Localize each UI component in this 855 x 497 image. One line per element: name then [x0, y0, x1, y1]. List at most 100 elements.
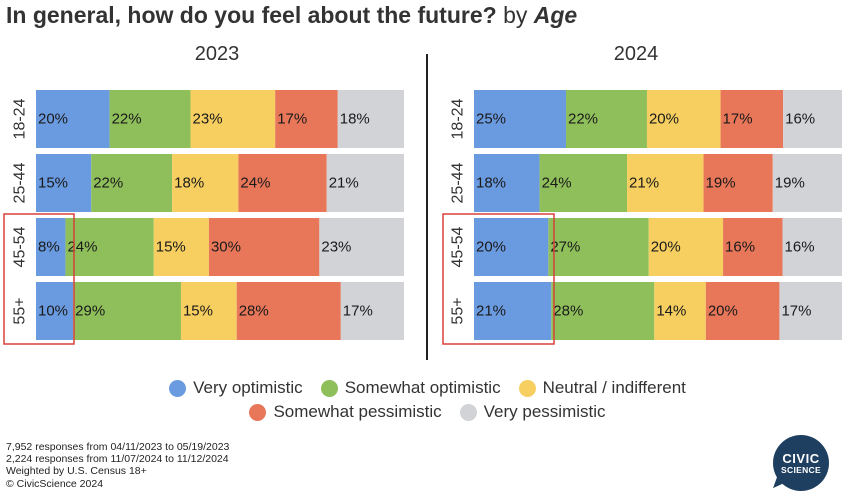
data-label-0-18-24-somewhat-optimistic: 22% — [112, 111, 142, 128]
data-label-0-25-44-somewhat-pessimistic: 24% — [240, 175, 270, 192]
data-label-1-18-24-neutral-indifferent: 20% — [649, 111, 679, 128]
footnote-responses-2023: 7,952 responses from 04/11/2023 to 05/19… — [6, 441, 230, 453]
legend-label-very-pessimistic: Very pessimistic — [483, 402, 606, 421]
bar-1-25-44-very-pessimistic — [772, 154, 842, 212]
data-label-0-18-24-very-pessimistic: 18% — [340, 111, 370, 128]
data-label-0-55-somewhat-pessimistic: 28% — [239, 303, 269, 320]
logo-line-2: SCIENCE — [781, 464, 821, 475]
data-label-1-55-very-pessimistic: 17% — [781, 303, 811, 320]
bar-0-55-very-pessimistic — [340, 282, 404, 340]
panel-title-2023: 2023 — [195, 43, 240, 65]
data-label-1-45-54-somewhat-pessimistic: 16% — [725, 239, 755, 256]
logo-line-1: CIVIC — [782, 450, 820, 466]
data-label-1-45-54-somewhat-optimistic: 27% — [550, 239, 580, 256]
bar-1-25-44-neutral-indifferent — [627, 154, 704, 212]
title-dimension: Age — [533, 2, 578, 28]
title-by: by — [503, 2, 528, 28]
data-label-1-45-54-very-optimistic: 20% — [476, 239, 506, 256]
bar-1-18-24-neutral-indifferent — [646, 90, 721, 148]
data-label-1-25-44-very-optimistic: 18% — [476, 175, 506, 192]
legend-item-somewhat-pessimistic: Somewhat pessimistic — [249, 402, 442, 422]
bar-0-45-54-very-optimistic — [36, 218, 66, 276]
legend-item-somewhat-optimistic: Somewhat optimistic — [320, 378, 501, 398]
bar-0-25-44-somewhat-pessimistic — [238, 154, 327, 212]
bar-0-55-somewhat-pessimistic — [236, 282, 341, 340]
legend-swatch-very-optimistic — [169, 379, 187, 397]
tick-label-0-18-24: 18-24 — [12, 98, 29, 139]
data-label-0-45-54-somewhat-pessimistic: 30% — [211, 239, 241, 256]
data-label-1-18-24-very-pessimistic: 16% — [785, 111, 815, 128]
legend-row-1: Very optimistic Somewhat optimistic Neut… — [0, 376, 855, 400]
bar-1-55-somewhat-optimistic — [551, 282, 655, 340]
legend-item-neutral: Neutral / indifferent — [518, 378, 686, 398]
bar-0-25-44-somewhat-optimistic — [91, 154, 173, 212]
bar-0-25-44-neutral-indifferent — [172, 154, 239, 212]
legend-swatch-somewhat-optimistic — [320, 379, 338, 397]
data-label-0-55-neutral-indifferent: 15% — [183, 303, 213, 320]
tick-label-0-45-54: 45-54 — [12, 226, 29, 267]
legend-row-2: Somewhat pessimistic Very pessimistic — [0, 400, 855, 424]
data-label-1-45-54-neutral-indifferent: 20% — [651, 239, 681, 256]
bar-0-45-54-very-pessimistic — [319, 218, 404, 276]
bar-1-45-54-very-pessimistic — [782, 218, 842, 276]
bar-1-55-somewhat-pessimistic — [705, 282, 780, 340]
legend: Very optimistic Somewhat optimistic Neut… — [0, 376, 855, 424]
bar-0-55-somewhat-optimistic — [73, 282, 181, 340]
footnote-responses-2024: 2,224 responses from 11/07/2024 to 11/12… — [6, 453, 229, 466]
tick-label-1-45-54: 45-54 — [450, 226, 467, 267]
bar-1-18-24-somewhat-optimistic — [566, 90, 647, 148]
data-label-1-25-44-very-pessimistic: 19% — [775, 175, 805, 192]
data-label-0-25-44-very-optimistic: 15% — [38, 175, 68, 192]
data-label-1-25-44-somewhat-optimistic: 24% — [542, 175, 572, 192]
data-label-0-18-24-neutral-indifferent: 23% — [193, 111, 223, 128]
bar-0-18-24-very-pessimistic — [337, 90, 404, 148]
bar-0-55-neutral-indifferent — [180, 282, 237, 340]
data-label-1-55-neutral-indifferent: 14% — [656, 303, 686, 320]
bar-0-18-24-somewhat-optimistic — [109, 90, 191, 148]
bar-1-45-54-somewhat-optimistic — [548, 218, 649, 276]
bar-1-25-44-somewhat-pessimistic — [703, 154, 773, 212]
data-label-1-45-54-very-pessimistic: 16% — [785, 239, 815, 256]
tick-label-0-25-44: 25-44 — [12, 162, 29, 203]
data-label-0-25-44-very-pessimistic: 21% — [329, 175, 359, 192]
data-label-0-45-54-neutral-indifferent: 15% — [156, 239, 186, 256]
legend-label-somewhat-optimistic: Somewhat optimistic — [344, 378, 501, 397]
data-label-0-18-24-somewhat-pessimistic: 17% — [277, 111, 307, 128]
legend-label-very-optimistic: Very optimistic — [193, 378, 303, 397]
legend-swatch-very-pessimistic — [459, 403, 477, 421]
bar-0-18-24-neutral-indifferent — [190, 90, 276, 148]
data-label-0-55-very-pessimistic: 17% — [343, 303, 373, 320]
bar-1-55-neutral-indifferent — [654, 282, 706, 340]
bar-0-55-very-optimistic — [36, 282, 74, 340]
highlight-box-2023 — [3, 213, 75, 345]
footnotes: 7,952 responses from 04/11/2023 to 05/19… — [6, 441, 229, 490]
legend-label-somewhat-pessimistic: Somewhat pessimistic — [273, 402, 442, 421]
bar-1-45-54-neutral-indifferent — [648, 218, 724, 276]
tick-label-1-18-24: 18-24 — [450, 98, 467, 139]
data-label-1-55-somewhat-pessimistic: 20% — [708, 303, 738, 320]
legend-item-very-pessimistic: Very pessimistic — [459, 402, 606, 422]
bar-1-45-54-somewhat-pessimistic — [723, 218, 783, 276]
data-label-0-18-24-very-optimistic: 20% — [38, 111, 68, 128]
civicscience-logo: CIVIC SCIENCE — [773, 435, 829, 493]
bar-1-45-54-very-optimistic — [474, 218, 549, 276]
bar-0-45-54-neutral-indifferent — [153, 218, 209, 276]
legend-label-neutral: Neutral / indifferent — [542, 378, 686, 397]
bar-1-55-very-pessimistic — [779, 282, 842, 340]
bar-0-18-24-somewhat-pessimistic — [275, 90, 338, 148]
data-label-1-55-somewhat-optimistic: 28% — [553, 303, 583, 320]
data-label-0-55-very-optimistic: 10% — [38, 303, 68, 320]
data-label-0-45-54-somewhat-optimistic: 24% — [67, 239, 97, 256]
bar-1-18-24-very-optimistic — [474, 90, 566, 148]
data-label-1-18-24-very-optimistic: 25% — [476, 111, 506, 128]
bar-1-18-24-somewhat-pessimistic — [720, 90, 784, 148]
bar-1-18-24-very-pessimistic — [783, 90, 842, 148]
data-label-0-55-somewhat-optimistic: 29% — [75, 303, 105, 320]
data-label-1-18-24-somewhat-optimistic: 22% — [568, 111, 598, 128]
bar-0-25-44-very-pessimistic — [326, 154, 404, 212]
data-label-1-25-44-neutral-indifferent: 21% — [629, 175, 659, 192]
data-label-1-25-44-somewhat-pessimistic: 19% — [706, 175, 736, 192]
data-label-0-45-54-very-optimistic: 8% — [38, 239, 60, 256]
bar-1-25-44-somewhat-optimistic — [539, 154, 628, 212]
legend-swatch-neutral — [518, 379, 536, 397]
